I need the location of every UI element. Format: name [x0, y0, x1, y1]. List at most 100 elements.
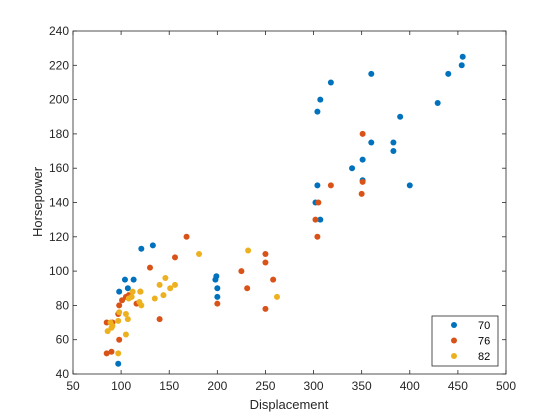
x-tick-label: 50	[66, 379, 80, 393]
data-point	[115, 350, 122, 357]
data-point	[314, 182, 321, 189]
data-point	[245, 247, 252, 254]
x-tick-label: 500	[496, 379, 516, 393]
data-point	[214, 300, 221, 307]
series-82	[104, 247, 280, 357]
legend: 70 76 82	[431, 315, 499, 367]
y-tick-label: 80	[56, 298, 70, 312]
data-point	[327, 182, 334, 189]
data-point	[397, 113, 404, 120]
y-axis: 40 60 80 100 120 140 160 180 200 220 240	[49, 24, 506, 381]
data-point	[238, 268, 245, 275]
data-point	[368, 70, 375, 77]
x-tick-label: 150	[159, 379, 179, 393]
data-point	[358, 190, 365, 197]
data-point	[315, 199, 322, 206]
data-point	[130, 276, 137, 283]
data-point	[459, 53, 466, 60]
y-tick-label: 140	[49, 196, 69, 210]
data-point	[349, 165, 356, 172]
data-point	[119, 297, 126, 304]
x-tick-label: 450	[448, 379, 468, 393]
data-point	[125, 295, 132, 302]
data-point	[273, 293, 280, 300]
data-point	[122, 331, 129, 338]
data-point	[445, 70, 452, 77]
data-point	[116, 309, 123, 316]
data-point	[171, 254, 178, 261]
data-point	[124, 285, 131, 292]
data-point	[359, 156, 366, 163]
data-point	[368, 139, 375, 146]
data-point	[458, 62, 465, 69]
data-point	[214, 293, 221, 300]
x-tick-label: 250	[255, 379, 275, 393]
y-tick-label: 160	[49, 161, 69, 175]
data-point	[314, 233, 321, 240]
y-tick-label: 200	[49, 93, 69, 107]
x-tick-label: 350	[352, 379, 372, 393]
data-point	[390, 139, 397, 146]
x-axis-label: Displacement	[250, 397, 329, 412]
data-points	[103, 53, 466, 367]
data-point	[359, 130, 366, 137]
x-tick-label: 300	[304, 379, 324, 393]
data-point	[270, 276, 277, 283]
data-point	[137, 288, 144, 295]
legend-marker	[451, 337, 457, 344]
data-point	[262, 250, 269, 257]
data-point	[312, 216, 319, 223]
x-tick-label: 400	[400, 379, 420, 393]
x-axis: 50 100 150 200 250 300 350 400 450 500	[66, 31, 516, 393]
y-tick-label: 120	[49, 230, 69, 244]
data-point	[103, 350, 110, 357]
data-point	[162, 274, 169, 281]
data-point	[108, 324, 115, 331]
data-point	[115, 360, 122, 367]
data-point	[146, 264, 153, 271]
legend-box	[431, 315, 499, 367]
data-point	[171, 281, 178, 288]
y-tick-label: 100	[49, 264, 69, 278]
data-point	[244, 285, 251, 292]
data-point	[317, 96, 324, 103]
data-point	[116, 302, 123, 309]
legend-label: 70	[478, 320, 490, 332]
data-point	[108, 348, 115, 355]
y-tick-label: 40	[56, 367, 70, 381]
legend-label: 82	[478, 351, 490, 363]
data-point	[121, 276, 128, 283]
x-tick-label: 100	[111, 379, 131, 393]
data-point	[262, 305, 269, 312]
data-point	[359, 178, 366, 185]
data-point	[314, 108, 321, 115]
data-point	[115, 317, 122, 324]
data-point	[434, 100, 441, 107]
data-point	[262, 259, 269, 266]
data-point	[156, 316, 163, 323]
data-point	[136, 298, 143, 305]
y-tick-label: 240	[49, 24, 69, 38]
y-tick-label: 60	[56, 333, 70, 347]
data-point	[327, 79, 334, 86]
x-tick-label: 200	[207, 379, 227, 393]
data-point	[122, 310, 129, 317]
data-point	[116, 336, 123, 343]
series-70	[115, 53, 466, 367]
data-point	[196, 250, 203, 257]
legend-label: 76	[478, 336, 490, 348]
data-point	[138, 245, 145, 252]
data-point	[149, 242, 156, 249]
data-point	[129, 288, 136, 295]
data-point	[160, 292, 167, 299]
legend-marker	[451, 322, 457, 328]
data-point	[214, 285, 221, 292]
data-point	[104, 328, 111, 335]
data-point	[116, 288, 123, 295]
data-point	[212, 276, 219, 283]
data-point	[107, 319, 114, 326]
data-point	[156, 281, 163, 288]
data-point	[317, 216, 324, 223]
data-point	[124, 316, 131, 323]
